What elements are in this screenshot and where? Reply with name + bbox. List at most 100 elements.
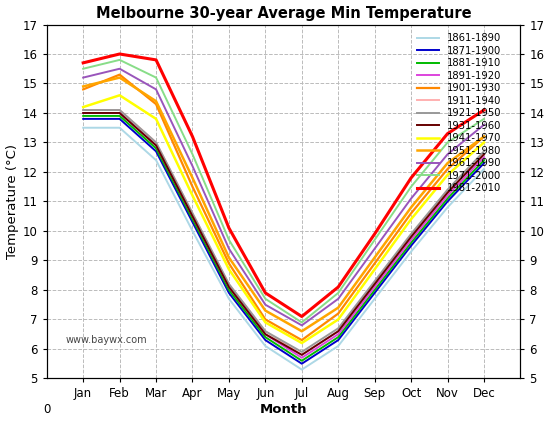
1951-1980 <box>226 255 232 260</box>
Legend: 1861-1890, 1871-1900, 1881-1910, 1891-1920, 1901-1930, 1911-1940, 1921-1950, 193: 1861-1890, 1871-1900, 1881-1910, 1891-19… <box>417 33 501 193</box>
1861-1890 <box>189 228 196 233</box>
1981-2010 <box>299 314 305 319</box>
1931-1960 <box>335 329 342 334</box>
1981-2010 <box>80 60 86 65</box>
1961-1990 <box>444 152 451 157</box>
1891-1920 <box>408 237 414 242</box>
1871-1900 <box>153 149 159 154</box>
1941-1970 <box>481 140 487 145</box>
Line: 1961-1990: 1961-1990 <box>83 69 484 325</box>
Title: Melbourne 30-year Average Min Temperature: Melbourne 30-year Average Min Temperatur… <box>96 5 471 21</box>
1901-1930 <box>444 167 451 172</box>
1861-1890 <box>408 249 414 254</box>
1981-2010 <box>153 57 159 62</box>
1911-1940 <box>153 140 159 145</box>
1981-2010 <box>262 290 268 295</box>
1911-1940 <box>226 281 232 287</box>
1951-1980 <box>408 205 414 210</box>
1971-2000 <box>116 57 123 62</box>
1911-1940 <box>444 190 451 195</box>
1931-1960 <box>371 281 378 287</box>
Line: 1941-1970: 1941-1970 <box>83 95 484 343</box>
1911-1940 <box>116 108 123 113</box>
1951-1980 <box>116 75 123 80</box>
1901-1930 <box>262 317 268 322</box>
1891-1920 <box>371 284 378 289</box>
1861-1890 <box>80 125 86 130</box>
1961-1990 <box>371 246 378 251</box>
Line: 1951-1980: 1951-1980 <box>83 78 484 331</box>
1871-1900 <box>299 361 305 366</box>
1981-2010 <box>444 131 451 136</box>
1891-1920 <box>80 111 86 116</box>
1891-1920 <box>481 155 487 160</box>
1951-1980 <box>299 329 305 334</box>
1881-1910 <box>335 335 342 340</box>
1931-1960 <box>481 152 487 157</box>
1881-1910 <box>262 335 268 340</box>
1961-1990 <box>299 323 305 328</box>
1871-1900 <box>444 199 451 204</box>
Text: www.baywx.com: www.baywx.com <box>65 335 147 345</box>
1921-1950 <box>189 211 196 216</box>
1911-1940 <box>80 108 86 113</box>
1971-2000 <box>481 116 487 122</box>
1901-1930 <box>189 184 196 189</box>
1901-1930 <box>153 102 159 107</box>
1921-1950 <box>335 326 342 331</box>
1931-1960 <box>189 214 196 219</box>
1941-1970 <box>371 267 378 272</box>
1941-1970 <box>262 320 268 325</box>
1931-1960 <box>408 234 414 239</box>
1871-1900 <box>189 219 196 225</box>
1971-2000 <box>408 184 414 189</box>
1941-1970 <box>444 173 451 178</box>
1921-1950 <box>226 281 232 287</box>
1921-1950 <box>262 329 268 334</box>
1971-2000 <box>444 140 451 145</box>
1871-1900 <box>80 116 86 122</box>
1981-2010 <box>116 51 123 57</box>
Line: 1921-1950: 1921-1950 <box>83 110 484 352</box>
1861-1890 <box>299 367 305 372</box>
1961-1990 <box>80 75 86 80</box>
Text: 0: 0 <box>43 403 51 417</box>
1941-1970 <box>299 341 305 346</box>
1901-1930 <box>371 261 378 266</box>
Line: 1901-1930: 1901-1930 <box>83 75 484 340</box>
1921-1950 <box>116 108 123 113</box>
1901-1930 <box>408 211 414 216</box>
1871-1900 <box>481 161 487 166</box>
Line: 1931-1960: 1931-1960 <box>83 113 484 355</box>
Line: 1981-2010: 1981-2010 <box>83 54 484 316</box>
1941-1970 <box>189 193 196 198</box>
1881-1910 <box>189 216 196 222</box>
1941-1970 <box>116 93 123 98</box>
1901-1930 <box>116 72 123 77</box>
1961-1990 <box>189 164 196 169</box>
1931-1960 <box>80 111 86 116</box>
1871-1900 <box>226 290 232 295</box>
1941-1970 <box>226 267 232 272</box>
1861-1890 <box>116 125 123 130</box>
1881-1910 <box>80 114 86 119</box>
1881-1910 <box>371 287 378 292</box>
1951-1980 <box>262 308 268 313</box>
1961-1990 <box>481 122 487 127</box>
1881-1910 <box>444 196 451 201</box>
1971-2000 <box>262 296 268 301</box>
1951-1980 <box>371 255 378 260</box>
1871-1900 <box>262 338 268 343</box>
X-axis label: Month: Month <box>260 403 307 416</box>
1921-1950 <box>80 108 86 113</box>
1971-2000 <box>226 237 232 242</box>
1971-2000 <box>189 152 196 157</box>
1961-1990 <box>116 66 123 71</box>
1901-1930 <box>335 311 342 316</box>
1881-1910 <box>153 146 159 151</box>
1861-1890 <box>481 167 487 172</box>
1891-1920 <box>153 143 159 148</box>
1861-1890 <box>444 205 451 210</box>
Line: 1861-1890: 1861-1890 <box>83 128 484 370</box>
Line: 1891-1920: 1891-1920 <box>83 113 484 358</box>
